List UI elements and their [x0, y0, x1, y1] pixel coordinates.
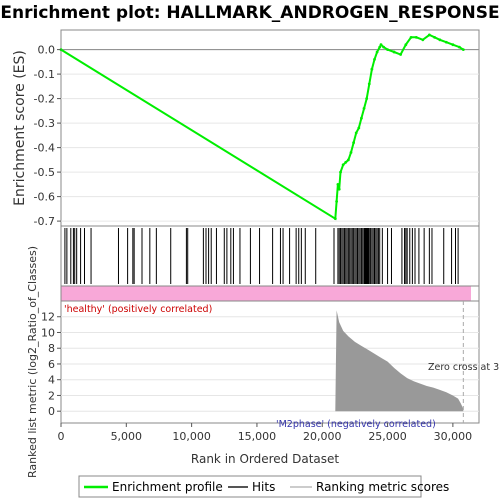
ranking-y-tick-label: 6 — [48, 358, 55, 371]
positive-class-label: 'healthy' (positively correlated) — [64, 304, 212, 315]
ranking-metric-area — [61, 310, 464, 412]
hits-area — [60, 225, 480, 287]
enrichment-profile-point — [336, 182, 340, 186]
enrichment-profile-point — [354, 131, 358, 135]
x-tick-label: 20,000 — [303, 430, 342, 443]
enrichment-profile-point — [344, 160, 348, 164]
ranking-y-axis-label: Ranked list metric (log2_Ratio_of_Classe… — [26, 246, 39, 478]
ranking-y-tick-label: 0 — [48, 405, 55, 418]
enrichment-profile-point — [378, 45, 382, 49]
ranking-y-tick-label: 8 — [48, 342, 55, 355]
enrichment-profile-point — [370, 67, 374, 71]
enrichment-profile-point — [392, 50, 396, 54]
chart-title: Enrichment plot: HALLMARK_ANDROGEN_RESPO… — [0, 3, 499, 23]
enrichment-profile-point — [346, 158, 350, 162]
ranking-y-tick-label: 10 — [41, 326, 55, 339]
enrichment-profile-point — [375, 50, 379, 54]
es-y-axis-label: Enrichment score (ES) — [12, 50, 28, 206]
enrichment-profile-point — [399, 53, 403, 56]
enrichment-profile-point — [341, 163, 345, 167]
x-tick-label: 30,000 — [434, 430, 473, 443]
es-y-tick-label: -0.1 — [34, 68, 55, 81]
enrichment-profile-point — [357, 126, 361, 130]
legend-hits-label: Hits — [252, 480, 275, 494]
enrichment-profile-point — [444, 40, 448, 44]
enrichment-profile-point — [386, 48, 389, 51]
enrichment-profile-point — [352, 141, 355, 145]
es-y-tick-label: -0.2 — [34, 93, 55, 106]
phenotype-color-bar — [61, 286, 471, 301]
x-tick-label: 10,000 — [172, 430, 211, 443]
es-y-tick-label: -0.5 — [34, 166, 55, 179]
enrichment-profile-point — [379, 43, 383, 47]
x-axis-label: Rank in Ordered Dataset — [191, 452, 339, 466]
enrichment-profile-point — [333, 217, 337, 221]
enrichment-profile-point — [404, 43, 408, 47]
es-y-ticks: 0.0 -0.1 -0.2 -0.3 -0.4 -0.5 -0.6 -0.7 — [34, 44, 61, 228]
enrichment-profile-point — [421, 38, 425, 42]
legend-box — [78, 475, 422, 498]
enrichment-profile-point — [373, 58, 376, 61]
x-tick-label: 5,000 — [111, 430, 143, 443]
es-plot-area — [60, 29, 480, 227]
enrichment-profile-point — [382, 45, 386, 49]
hits-marks — [64, 228, 459, 284]
x-tick-label: 15,000 — [238, 430, 277, 443]
enrichment-profile-point — [335, 200, 339, 203]
enrichment-profile-point — [409, 35, 413, 39]
legend-enrichment-label: Enrichment profile — [112, 480, 223, 494]
es-y-tick-label: -0.7 — [34, 215, 55, 228]
enrichment-profile-point — [360, 116, 363, 120]
enrichment-profile-point — [451, 43, 455, 47]
enrichment-profile-point — [458, 45, 461, 49]
enrichment-profile-point — [427, 33, 431, 37]
enrichment-profile-point — [367, 82, 371, 86]
es-y-tick-label: 0.0 — [38, 44, 56, 57]
enrichment-profile-point — [349, 151, 353, 154]
ranking-y-tick-label: 12 — [41, 311, 55, 324]
enrichment-profile-point — [362, 107, 366, 110]
negative-class-label: 'M2phase' (negatively correlated) — [276, 419, 436, 430]
enrichment-profile-point — [414, 35, 418, 39]
enrichment-profile-point — [365, 97, 369, 100]
zero-cross-label: Zero cross at 3 — [428, 362, 499, 373]
enrichment-profile-point — [438, 38, 442, 42]
ranking-y-ticks: 0 2 4 6 8 10 12 — [41, 311, 61, 418]
x-axis-ticks: 0 5,000 10,000 15,000 20,000 25,000 30,000 — [58, 423, 473, 443]
x-tick-label: 25,000 — [368, 430, 407, 443]
x-tick-label: 0 — [58, 430, 65, 443]
es-y-tick-label: -0.4 — [34, 142, 55, 155]
es-y-tick-label: -0.3 — [34, 117, 55, 130]
enrichment-profile-points — [59, 33, 465, 221]
enrichment-profile-point — [433, 35, 436, 39]
ranking-y-tick-label: 2 — [48, 389, 55, 402]
enrichment-profile-point — [461, 48, 465, 51]
es-y-tick-label: -0.6 — [34, 191, 55, 204]
legend-ranking-label: Ranking metric scores — [316, 480, 449, 494]
enrichment-profile-point — [337, 187, 341, 191]
ranking-y-tick-label: 4 — [48, 374, 55, 387]
enrichment-profile-point — [339, 170, 342, 174]
